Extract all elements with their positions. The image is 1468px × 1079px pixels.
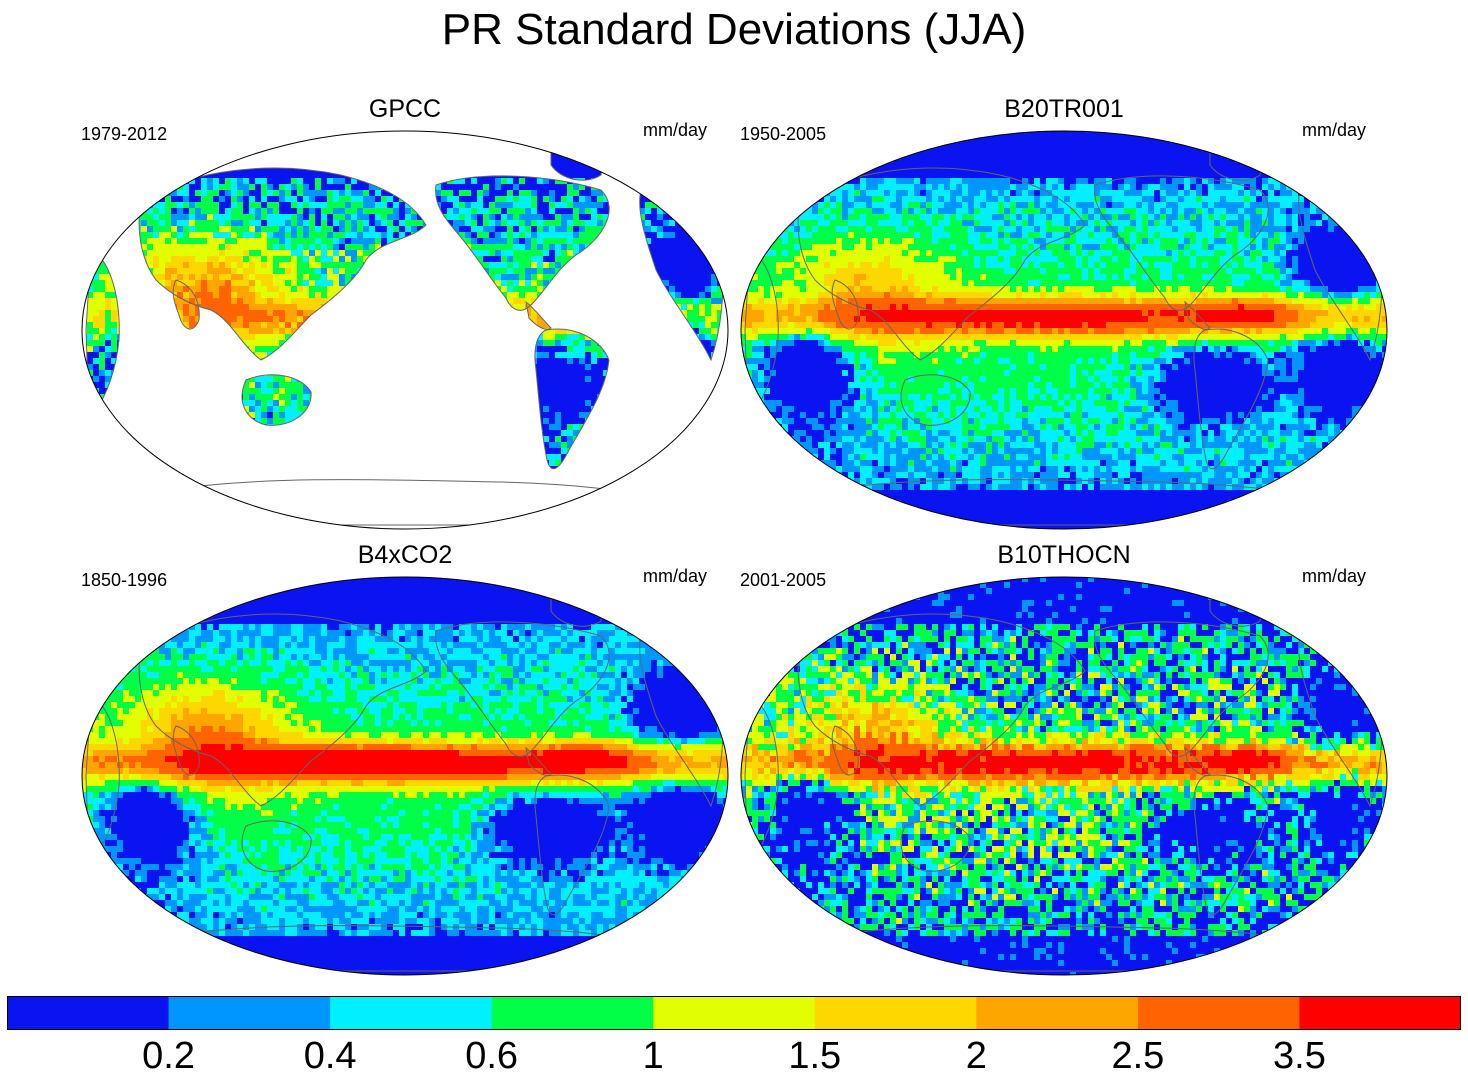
map-field bbox=[741, 131, 1387, 529]
panel-years: 2001-2005 bbox=[740, 570, 826, 591]
panel-years: 1850-1996 bbox=[81, 570, 167, 591]
map-border bbox=[81, 130, 729, 530]
map-b20tr001 bbox=[740, 130, 1388, 530]
colorbar-tick-label: 2 bbox=[966, 1034, 987, 1078]
colorbar-segment bbox=[330, 996, 493, 1030]
panel-units: mm/day bbox=[643, 566, 707, 587]
map-field bbox=[741, 577, 1387, 975]
panel-b10thocn: B10THOCN 2001-2005 mm/day bbox=[740, 540, 1388, 980]
panel-title: B4xCO2 bbox=[81, 540, 729, 570]
panel-title: B10THOCN bbox=[740, 540, 1388, 570]
panel-years: 1979-2012 bbox=[81, 124, 167, 145]
panel-units: mm/day bbox=[643, 120, 707, 141]
colorbar-segment bbox=[491, 996, 654, 1030]
colorbar-tick-label: 3.5 bbox=[1273, 1034, 1326, 1078]
colorbar-segment bbox=[976, 996, 1139, 1030]
panel-years: 1950-2005 bbox=[740, 124, 826, 145]
colorbar-tick-label: 0.6 bbox=[465, 1034, 518, 1078]
map-b4xco2 bbox=[81, 576, 729, 976]
colorbar-segment bbox=[7, 996, 170, 1030]
colorbar-segment bbox=[814, 996, 977, 1030]
colorbar-segment bbox=[168, 996, 331, 1030]
colorbar-tick-label: 0.2 bbox=[142, 1034, 195, 1078]
colorbar-segment bbox=[1299, 996, 1461, 1030]
colorbar bbox=[7, 996, 1461, 1030]
panel-gpcc: GPCC 1979-2012 mm/day bbox=[81, 94, 729, 534]
panel-units: mm/day bbox=[1302, 566, 1366, 587]
panel-b4xco2: B4xCO2 1850-1996 mm/day bbox=[81, 540, 729, 980]
panel-title: GPCC bbox=[81, 94, 729, 124]
panel-b20tr001: B20TR001 1950-2005 mm/day bbox=[740, 94, 1388, 534]
panel-units: mm/day bbox=[1302, 120, 1366, 141]
map-field bbox=[82, 577, 728, 975]
panel-title: B20TR001 bbox=[740, 94, 1388, 124]
colorbar-tick-label: 1 bbox=[643, 1034, 664, 1078]
colorbar-segment bbox=[653, 996, 816, 1030]
map-border bbox=[81, 576, 729, 976]
colorbar-tick-label: 0.4 bbox=[304, 1034, 357, 1078]
map-b10thocn bbox=[740, 576, 1388, 976]
map-field bbox=[82, 131, 728, 529]
map-gpcc bbox=[81, 130, 729, 530]
colorbar-tick-label: 2.5 bbox=[1111, 1034, 1164, 1078]
chart-title: PR Standard Deviations (JJA) bbox=[0, 4, 1468, 56]
map-border bbox=[740, 130, 1388, 530]
colorbar-segment bbox=[1137, 996, 1300, 1030]
colorbar-tick-label: 1.5 bbox=[788, 1034, 841, 1078]
map-border bbox=[740, 576, 1388, 976]
